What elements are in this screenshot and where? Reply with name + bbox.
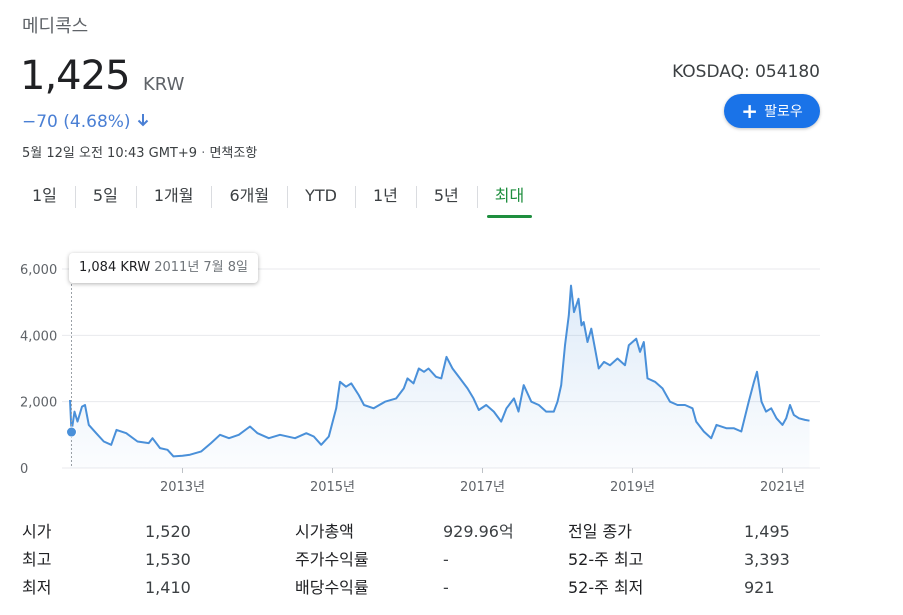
- stats-row: 최고 1,530 주가수익률 - 52-주 최고 3,393: [22, 546, 790, 574]
- tab-5d[interactable]: 5일: [74, 178, 136, 214]
- y-tick-label: 2,000: [20, 396, 57, 411]
- company-name: 메디콕스: [22, 16, 89, 37]
- timestamp-row: 5월 12일 오전 10:43 GMT+9 · 면책조항: [22, 142, 257, 161]
- stat-value-low: 1,410: [145, 578, 191, 597]
- tab-1d[interactable]: 1일: [32, 186, 57, 205]
- x-tick-label: 2017년: [460, 480, 505, 495]
- stat-label-high: 최고: [22, 550, 52, 569]
- tab-5y[interactable]: 5년: [415, 178, 477, 214]
- stat-value-pe: -: [443, 550, 449, 569]
- tooltip-date: 2011년 7월 8일: [154, 260, 249, 275]
- stat-value-div: -: [443, 578, 449, 597]
- stats-table: 시가 1,520 시가총액 929.96억 전일 종가 1,495 최고 1,5…: [22, 518, 790, 602]
- tab-max[interactable]: 최대: [476, 178, 542, 218]
- stats-row: 최저 1,410 배당수익률 - 52-주 최저 921: [22, 574, 790, 602]
- stat-value-52w-high: 3,393: [744, 550, 790, 569]
- stat-label-prev: 전일 종가: [568, 522, 632, 541]
- timestamp: 5월 12일 오전 10:43 GMT+9: [22, 146, 198, 161]
- stat-value-52w-low: 921: [744, 578, 775, 597]
- stat-label-low: 최저: [22, 578, 52, 597]
- exchange-ticker: KOSDAQ: 054180: [672, 62, 820, 82]
- stat-value-high: 1,530: [145, 550, 191, 569]
- arrow-down-icon: [137, 112, 149, 132]
- x-tick-label: 2013년: [160, 480, 205, 495]
- stat-label-52w-low: 52-주 최저: [568, 578, 644, 597]
- y-tick-label: 0: [20, 462, 28, 477]
- y-tick-label: 6,000: [20, 263, 57, 278]
- stat-value-open: 1,520: [145, 522, 191, 541]
- stat-label-open: 시가: [22, 522, 52, 541]
- tab-ytd[interactable]: YTD: [287, 178, 355, 214]
- x-tick-label: 2019년: [610, 480, 655, 495]
- price-change: −70 (4.68%): [22, 112, 149, 132]
- stat-value-mktcap: 929.96억: [443, 522, 514, 541]
- tab-1m[interactable]: 1개월: [135, 178, 212, 214]
- x-tick-label: 2021년: [760, 480, 805, 495]
- currency-label: KRW: [143, 74, 185, 95]
- follow-label: 팔로우: [764, 104, 803, 120]
- tooltip-value: 1,084 KRW: [79, 260, 151, 275]
- stat-label-div: 배당수익률: [295, 578, 369, 597]
- follow-button[interactable]: + 팔로우: [724, 94, 820, 128]
- x-tick-label: 2015년: [310, 480, 355, 495]
- chart-tooltip: 1,084 KRW 2011년 7월 8일: [69, 253, 259, 283]
- stat-label-pe: 주가수익률: [295, 550, 369, 569]
- stat-value-prev: 1,495: [744, 522, 790, 541]
- stats-row: 시가 1,520 시가총액 929.96억 전일 종가 1,495: [22, 518, 790, 546]
- y-tick-label: 4,000: [20, 329, 57, 344]
- price-change-value: −70 (4.68%): [22, 112, 131, 132]
- plus-icon: +: [741, 99, 759, 123]
- disclaimer-link[interactable]: 면책조항: [209, 146, 258, 161]
- range-tabs: 1일 5일 1개월 6개월 YTD 1년 5년 최대: [14, 178, 542, 218]
- tab-1y[interactable]: 1년: [354, 178, 416, 214]
- stat-label-52w-high: 52-주 최고: [568, 550, 644, 569]
- separator-dot: ·: [201, 146, 210, 161]
- tab-6m[interactable]: 6개월: [211, 178, 287, 214]
- series-line: [69, 284, 810, 458]
- stat-label-mktcap: 시가총액: [295, 522, 354, 541]
- price-chart[interactable]: 6,000 4,000 2,000 0 2013년 2015년 2017년 2019년 2021…: [0, 240, 903, 505]
- hover-point: [66, 426, 77, 438]
- stock-price: 1,425: [20, 53, 131, 99]
- series-area: [70, 285, 810, 468]
